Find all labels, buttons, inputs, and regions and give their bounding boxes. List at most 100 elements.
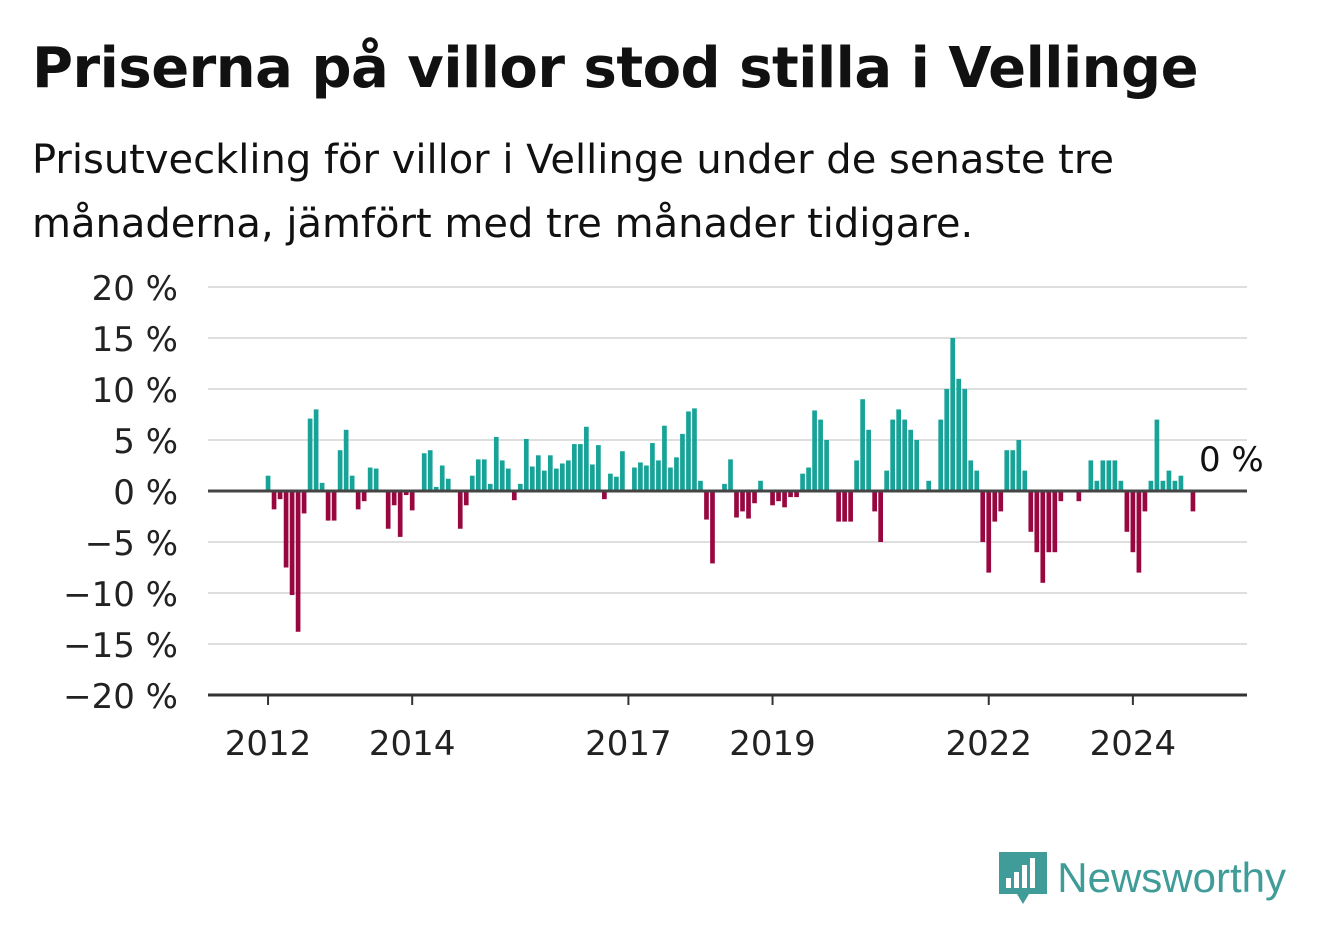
y-axis-labels: 20 % 15 % 10 % 5 % 0 % −5 % −10 % −15 % −20 % [63, 269, 178, 717]
bar [650, 443, 655, 491]
bar [469, 475, 475, 491]
bar [884, 470, 889, 491]
bar [872, 491, 877, 512]
bar [1178, 475, 1184, 491]
bar [572, 444, 577, 491]
bar [980, 491, 986, 542]
bar [968, 460, 974, 491]
x-tick-label: 2014 [369, 724, 456, 764]
bar [602, 491, 607, 500]
bar [1016, 440, 1022, 491]
bar [505, 468, 511, 491]
bar [1106, 460, 1112, 491]
bar [596, 445, 601, 491]
bar [896, 409, 902, 491]
bar [752, 491, 757, 504]
bar [806, 467, 811, 491]
bar [433, 486, 439, 491]
bar [1022, 470, 1028, 491]
annotations: 0 % [1199, 440, 1264, 480]
bar [421, 453, 427, 491]
bar [265, 475, 271, 491]
bar [553, 468, 559, 491]
bar [908, 429, 914, 491]
x-tick-label: 2019 [729, 724, 816, 764]
bar [776, 491, 781, 502]
bar [529, 466, 535, 491]
bar [680, 433, 685, 491]
bar [1004, 450, 1010, 491]
bar [361, 491, 367, 502]
newsworthy-logo-icon [999, 852, 1048, 904]
bar [1088, 460, 1094, 491]
bar [740, 491, 745, 512]
bar [355, 491, 361, 510]
bar [283, 491, 289, 568]
bar [938, 419, 944, 491]
bar [620, 451, 625, 491]
bar [770, 491, 775, 506]
y-tick-label: −15 % [63, 626, 178, 666]
bar [584, 426, 589, 491]
bar [511, 491, 517, 501]
bar [277, 491, 283, 500]
bar [397, 491, 403, 537]
bar [992, 491, 998, 522]
bar [271, 491, 277, 510]
bar [860, 399, 865, 491]
bar [842, 491, 847, 522]
bar [608, 473, 613, 491]
bar [824, 440, 829, 491]
bar [758, 480, 763, 491]
bar [890, 419, 896, 491]
bar [1130, 491, 1136, 553]
bar [331, 491, 337, 521]
bar [1040, 491, 1046, 583]
bar [325, 491, 331, 521]
bar [313, 409, 319, 491]
y-tick-label: −10 % [63, 575, 178, 615]
bar [295, 491, 301, 632]
bar [710, 491, 715, 564]
bar [493, 436, 499, 491]
bar [1028, 491, 1034, 532]
bar [974, 470, 980, 491]
bar [427, 450, 433, 491]
bar [289, 491, 295, 596]
bar [1160, 480, 1166, 491]
bar [578, 444, 583, 491]
bar [644, 465, 649, 491]
bar [668, 467, 673, 491]
bar [950, 338, 956, 491]
bar [1142, 491, 1148, 512]
bar [475, 459, 481, 491]
y-tick-label: 15 % [92, 320, 178, 360]
bar [523, 438, 529, 491]
bar [782, 491, 787, 508]
bar [301, 491, 307, 514]
bar [1046, 491, 1052, 553]
brand-name: Newsworthy [1057, 854, 1286, 901]
gridlines [208, 286, 1247, 645]
bar [902, 419, 908, 491]
bar [944, 389, 950, 491]
bar [463, 491, 469, 506]
bar [307, 418, 313, 491]
bar [1094, 480, 1100, 491]
bar [1052, 491, 1058, 553]
x-tick-label: 2022 [945, 724, 1032, 764]
y-tick-label: 10 % [92, 371, 178, 411]
bar [1100, 460, 1106, 491]
bar [1010, 450, 1016, 491]
bar [349, 475, 355, 491]
bar [590, 464, 595, 491]
bar [986, 491, 992, 573]
bar [692, 408, 697, 491]
current-value-label: 0 % [1199, 440, 1264, 480]
bar [1172, 480, 1178, 491]
bars [265, 338, 1196, 632]
brand-logo: Newsworthy [997, 848, 1286, 908]
bar [746, 491, 751, 519]
bar [812, 410, 817, 491]
x-tick-label: 2017 [585, 724, 672, 764]
